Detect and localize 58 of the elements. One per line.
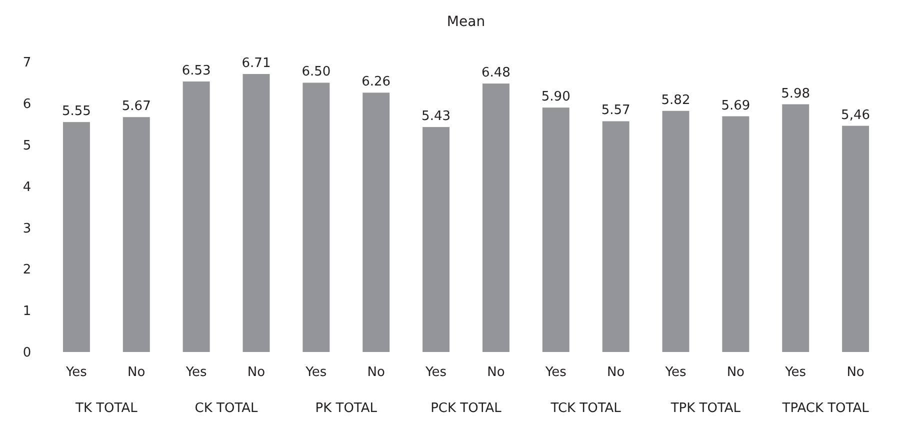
data-label: 6.50 [302,64,331,80]
x-tick-label: No [487,365,505,380]
bar [422,127,450,352]
x-tick-label: Yes [784,365,806,380]
text: TPACK TOTAL [781,401,870,416]
text: CK TOTAL [194,401,259,416]
x-tick-label: Yes [184,365,208,380]
bar [722,116,750,352]
bar [302,82,330,352]
data-label: 5.55 [62,104,91,120]
text: PK TOTAL [315,401,378,416]
bar [662,110,690,352]
bar [782,104,810,352]
bar [842,126,870,352]
y-tick-label: 7 [22,56,32,71]
data-label: 5.82 [661,92,690,108]
data-label: 6.53 [182,63,211,78]
x-tick-label: No [606,365,625,380]
x-tick-label: Yes [664,365,686,380]
data-label: 6.26 [362,74,391,90]
x-tick-label: Yes [64,365,88,380]
data-label: 6.48 [481,66,510,81]
text: TK TOTAL [74,401,138,416]
text: PCK TOTAL [430,401,502,416]
bar [242,74,270,352]
x-tick-label: No [128,365,146,380]
bar [122,117,150,352]
data-label: 5.57 [601,103,630,118]
data-label: 5.69 [721,98,750,114]
y-tick-label: 3 [22,221,32,236]
x-tick-label: No [726,365,745,380]
y-tick-label: 5 [22,138,32,154]
y-tick-label: 6 [22,96,32,112]
bar [482,84,510,352]
bar [182,81,210,352]
text: TPK TOTAL [670,401,742,416]
data-label: 5.43 [422,109,451,124]
data-label: 6.71 [242,56,271,72]
chart-title: Mean [446,14,486,30]
bar [542,108,570,352]
text: TCK TOTAL [550,401,622,416]
data-label: 5.98 [781,86,810,102]
bar [602,121,630,352]
bar [62,122,90,352]
y-tick-label: 1 [22,304,32,320]
x-tick-label: No [846,365,864,380]
bar [362,92,390,352]
y-tick-label: 0 [22,346,32,361]
x-tick-label: No [247,365,266,380]
data-label: 5,46 [841,108,870,123]
x-tick-label: Yes [424,365,447,380]
data-label: 5.90 [541,90,570,105]
x-tick-label: Yes [544,365,567,380]
x-tick-label: Yes [304,365,327,380]
y-tick-label: 4 [22,180,32,195]
data-label: 5.67 [122,99,151,114]
x-tick-label: No [367,365,385,380]
y-tick-label: 2 [22,262,32,278]
